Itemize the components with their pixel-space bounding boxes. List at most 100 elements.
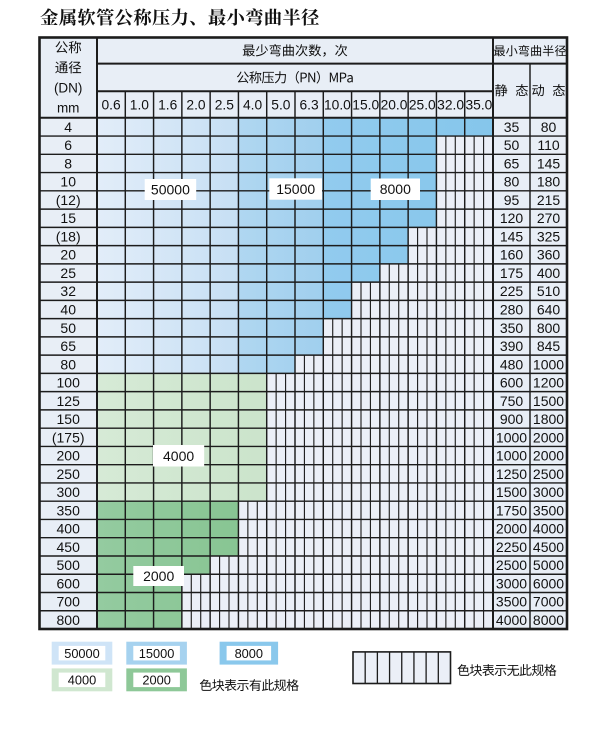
svg-text:270: 270 [537, 210, 561, 226]
svg-text:80: 80 [60, 356, 76, 372]
svg-text:845: 845 [537, 338, 561, 354]
svg-text:(DN): (DN) [54, 81, 83, 96]
svg-text:50: 50 [60, 320, 76, 336]
svg-text:2500: 2500 [496, 557, 527, 573]
svg-text:35.0: 35.0 [465, 98, 492, 113]
svg-text:1250: 1250 [496, 466, 527, 482]
svg-text:32.0: 32.0 [437, 98, 464, 113]
svg-text:110: 110 [537, 137, 560, 153]
svg-text:35: 35 [504, 119, 520, 135]
svg-text:2000: 2000 [496, 521, 527, 537]
svg-text:300: 300 [57, 484, 81, 500]
svg-text:250: 250 [57, 466, 81, 482]
svg-text:2500: 2500 [533, 466, 564, 482]
svg-text:1500: 1500 [533, 393, 564, 409]
svg-text:4500: 4500 [533, 539, 564, 555]
svg-text:4000: 4000 [496, 612, 527, 628]
svg-text:280: 280 [500, 302, 524, 318]
svg-text:215: 215 [537, 192, 561, 208]
svg-text:25: 25 [60, 265, 76, 281]
svg-text:1800: 1800 [533, 411, 564, 427]
svg-text:1000: 1000 [496, 448, 527, 464]
svg-text:1750: 1750 [496, 502, 527, 518]
svg-text:95: 95 [504, 192, 520, 208]
svg-text:180: 180 [537, 174, 561, 190]
svg-text:3500: 3500 [533, 502, 564, 518]
svg-text:2.5: 2.5 [215, 98, 235, 113]
svg-text:20.0: 20.0 [381, 98, 408, 113]
svg-text:(12): (12) [56, 192, 81, 208]
svg-text:120: 120 [500, 210, 524, 226]
svg-text:80: 80 [541, 119, 557, 135]
svg-text:325: 325 [537, 229, 561, 245]
svg-text:480: 480 [500, 356, 524, 372]
svg-text:25.0: 25.0 [409, 98, 436, 113]
svg-text:450: 450 [57, 539, 81, 555]
svg-text:10: 10 [60, 174, 76, 190]
svg-text:2000: 2000 [142, 673, 170, 688]
svg-text:900: 900 [500, 411, 524, 427]
svg-text:145: 145 [537, 155, 561, 171]
svg-text:1000: 1000 [533, 356, 564, 372]
svg-text:50: 50 [504, 137, 520, 153]
svg-text:800: 800 [537, 320, 561, 336]
svg-text:200: 200 [57, 448, 81, 464]
svg-text:(18): (18) [56, 229, 81, 245]
svg-text:5000: 5000 [533, 557, 564, 573]
svg-text:145: 145 [500, 229, 524, 245]
svg-text:510: 510 [537, 283, 561, 299]
svg-text:3000: 3000 [496, 575, 527, 591]
svg-text:160: 160 [500, 247, 524, 263]
svg-text:80: 80 [504, 174, 520, 190]
svg-text:350: 350 [57, 502, 81, 518]
svg-text:600: 600 [57, 575, 81, 591]
svg-text:20: 20 [60, 247, 76, 263]
svg-text:6000: 6000 [533, 575, 564, 591]
svg-text:15000: 15000 [139, 646, 175, 661]
svg-text:15000: 15000 [276, 181, 315, 197]
svg-text:500: 500 [57, 557, 81, 573]
svg-text:8: 8 [64, 155, 72, 171]
svg-text:640: 640 [537, 302, 561, 318]
svg-text:(175): (175) [52, 429, 85, 445]
svg-text:8000: 8000 [235, 646, 263, 661]
svg-text:800: 800 [57, 612, 81, 628]
svg-text:2250: 2250 [496, 539, 527, 555]
svg-text:125: 125 [57, 393, 81, 409]
svg-text:360: 360 [537, 247, 561, 263]
svg-text:5.0: 5.0 [271, 98, 291, 113]
svg-text:4.0: 4.0 [243, 98, 263, 113]
svg-text:390: 390 [500, 338, 524, 354]
svg-text:400: 400 [57, 521, 81, 537]
svg-text:175: 175 [500, 265, 524, 281]
svg-text:3000: 3000 [533, 484, 564, 500]
svg-text:100: 100 [57, 375, 81, 391]
svg-text:1000: 1000 [496, 429, 527, 445]
svg-text:4000: 4000 [163, 448, 194, 464]
svg-text:6.3: 6.3 [300, 98, 320, 113]
svg-text:1200: 1200 [533, 375, 564, 391]
svg-text:4000: 4000 [533, 521, 564, 537]
svg-text:4000: 4000 [68, 673, 96, 688]
svg-text:225: 225 [500, 283, 524, 299]
svg-text:1.0: 1.0 [130, 98, 150, 113]
svg-text:600: 600 [500, 375, 524, 391]
svg-text:15: 15 [60, 210, 76, 226]
svg-text:8000: 8000 [380, 181, 411, 197]
svg-text:0.6: 0.6 [102, 98, 122, 113]
svg-text:15.0: 15.0 [352, 98, 379, 113]
svg-text:2.0: 2.0 [186, 98, 206, 113]
svg-text:700: 700 [57, 594, 81, 610]
svg-text:2000: 2000 [533, 429, 564, 445]
svg-text:750: 750 [500, 393, 524, 409]
svg-text:2000: 2000 [143, 568, 174, 584]
svg-text:8000: 8000 [533, 612, 564, 628]
svg-text:2000: 2000 [533, 448, 564, 464]
svg-text:50000: 50000 [151, 182, 190, 198]
svg-text:32: 32 [60, 283, 76, 299]
svg-text:mm: mm [57, 101, 80, 116]
svg-text:7000: 7000 [533, 594, 564, 610]
svg-text:50000: 50000 [64, 646, 100, 661]
svg-text:1.6: 1.6 [158, 98, 178, 113]
svg-text:150: 150 [57, 411, 81, 427]
